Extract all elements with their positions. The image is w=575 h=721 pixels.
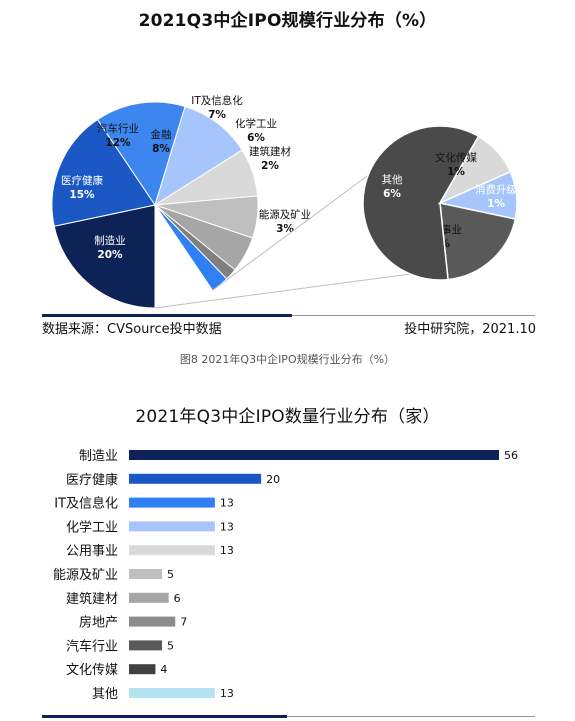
bar-8 — [129, 616, 176, 627]
breakout-label-3: 文化传媒 — [435, 151, 477, 164]
bar-category-label-1: 制造业 — [79, 449, 118, 464]
bar-value-label-4: 13 — [220, 520, 234, 533]
bar-value-label-11: 13 — [220, 687, 234, 700]
pie-value-7: 6% — [247, 132, 265, 144]
bar-1 — [129, 450, 499, 460]
bar-category-label-5: 公用事业 — [66, 544, 118, 559]
pie-value-2: 20% — [97, 249, 123, 261]
bar-7 — [129, 592, 169, 603]
bar-category-label-8: 房地产 — [79, 615, 118, 631]
pie-value-9: 3% — [276, 223, 294, 235]
bar-divider-gray — [287, 716, 535, 717]
breakout-value-4: 1% — [487, 198, 505, 210]
bar-value-label-9: 5 — [167, 639, 174, 652]
pie-label-3: 医疗健康 — [61, 174, 103, 187]
divider-dark — [42, 314, 292, 317]
bar-value-label-1: 56 — [504, 449, 518, 462]
breakout-slice-2 — [362, 125, 480, 281]
pie-slice-1 — [53, 204, 156, 309]
pie-chart: 电信及增值服务23%制造业20%医疗健康15%汽车行业12%金融8%IT及信息化… — [42, 94, 535, 317]
bar-value-label-6: 5 — [167, 568, 174, 581]
bar-11 — [129, 688, 215, 698]
breakout-slice-1 — [439, 202, 517, 281]
bar-2 — [129, 473, 262, 484]
pie-chart-title: 2021Q3中企IPO规模行业分布（%） — [138, 11, 437, 31]
connector-line-bottom — [154, 273, 411, 309]
bar-value-label-2: 20 — [266, 473, 280, 486]
pie-label-6: IT及信息化 — [191, 94, 243, 107]
bar-category-label-10: 文化传媒 — [66, 663, 118, 678]
bar-value-label-3: 13 — [220, 497, 234, 510]
bar-divider-dark — [42, 715, 287, 718]
pie-value-3: 15% — [69, 189, 95, 201]
bar-4 — [129, 521, 215, 532]
pie-slice-4 — [154, 105, 243, 207]
bar-value-label-5: 13 — [220, 544, 234, 557]
bar-category-label-3: IT及信息化 — [54, 496, 118, 512]
bar-category-label-4: 化学工业 — [66, 519, 118, 535]
pie-label-9: 能源及矿业 — [259, 208, 312, 221]
bar-6 — [129, 569, 163, 579]
divider-gray — [292, 315, 535, 316]
bar-value-label-7: 6 — [174, 592, 181, 605]
pie-label-2: 制造业 — [94, 234, 126, 247]
breakout-slice-4 — [437, 170, 518, 220]
figure-caption: 图8 2021年Q3中企IPO规模行业分布（%） — [179, 353, 396, 366]
breakout-label-4: 消费升级 — [475, 183, 517, 196]
pie-slice-2 — [51, 118, 156, 227]
bar-category-label-6: 能源及矿业 — [53, 568, 118, 583]
bar-10 — [129, 664, 156, 675]
breakout-value-2: 6% — [383, 188, 401, 200]
pie-slice-3 — [96, 101, 186, 207]
bar-chart-title: 2021年Q3中企IPO数量行业分布（家） — [135, 407, 440, 427]
pie-label-5: 金融 — [151, 128, 172, 141]
breakout-value-3: 1% — [447, 166, 465, 178]
pie-value-8: 2% — [261, 160, 279, 172]
bar-value-label-10: 4 — [160, 663, 167, 676]
bar-value-label-8: 7 — [180, 616, 187, 629]
pie-value-6: 7% — [208, 109, 226, 121]
breakout-label-2: 其他 — [382, 173, 403, 186]
pie-value-5: 8% — [152, 143, 170, 155]
source-label: 数据来源：CVSource投中数据 — [42, 322, 222, 337]
pie-label-7: 化学工业 — [235, 117, 277, 130]
bar-category-label-11: 其他 — [92, 687, 118, 702]
bar-category-label-7: 建筑建材 — [66, 591, 118, 607]
pie-label-4: 汽车行业 — [97, 122, 139, 135]
bar-5 — [129, 545, 215, 556]
bar-3 — [129, 497, 215, 508]
pie-value-4: 12% — [105, 137, 131, 149]
pie-label-8: 建筑建材 — [249, 145, 291, 158]
bar-category-label-9: 汽车行业 — [66, 638, 118, 654]
bar-category-label-2: 医疗健康 — [66, 472, 118, 488]
bar-9 — [129, 640, 163, 651]
source-org: 投中研究院，2021.10 — [404, 322, 536, 337]
